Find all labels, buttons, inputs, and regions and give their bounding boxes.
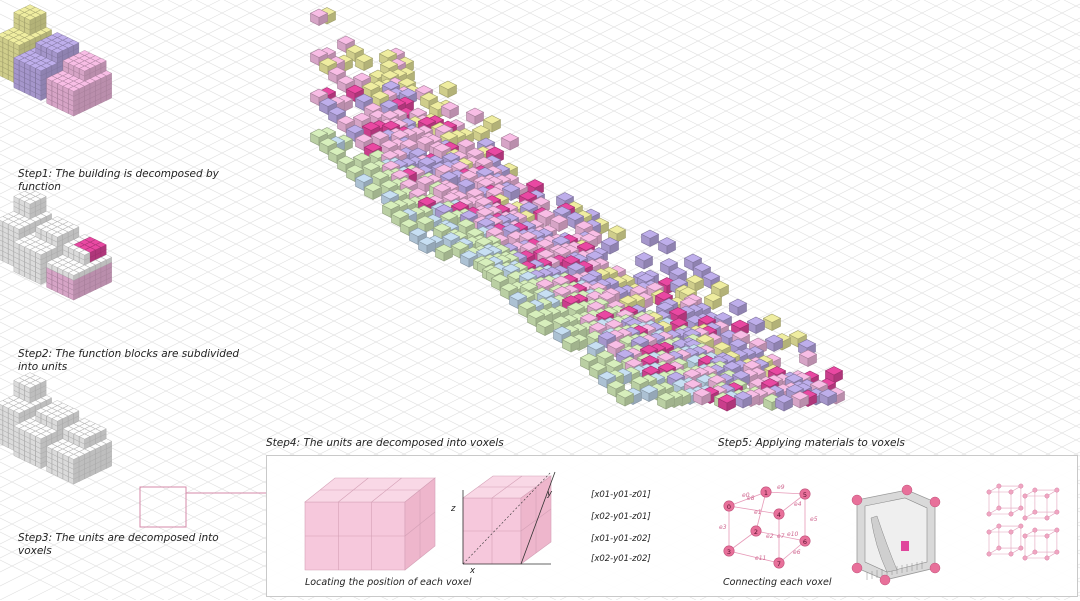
voxel-callout-line: [140, 487, 266, 527]
coord-label-4: [x02-y01-z02]: [591, 554, 651, 564]
step3-voxel-blocks: [0, 373, 112, 485]
step1-caption: Step1: The building is decomposed by fun…: [18, 168, 219, 194]
step4-caption: Step4: The units are decomposed into vox…: [266, 437, 504, 450]
coord-label-2: [x02-y01-z01]: [591, 512, 651, 522]
coord-label-1: [x01-y01-z01]: [591, 490, 651, 500]
coord-label-3: [x01-y01-z02]: [591, 534, 651, 544]
step5-caption: Step5: Applying materials to voxels: [718, 437, 905, 450]
locating-caption: Locating the position of each voxel: [305, 577, 472, 588]
step3-caption: Step3: The units are decomposed into vox…: [18, 532, 219, 558]
step2-caption: Step2: The function blocks are subdivide…: [18, 348, 239, 374]
step1-function-blocks: [0, 5, 112, 117]
connecting-caption: Connecting each voxel: [723, 577, 831, 588]
axis-label-z: z: [451, 504, 455, 514]
axis-label-y: y: [547, 489, 552, 499]
voxel-building-exploded: [311, 8, 845, 412]
axis-label-x: x: [470, 566, 475, 576]
